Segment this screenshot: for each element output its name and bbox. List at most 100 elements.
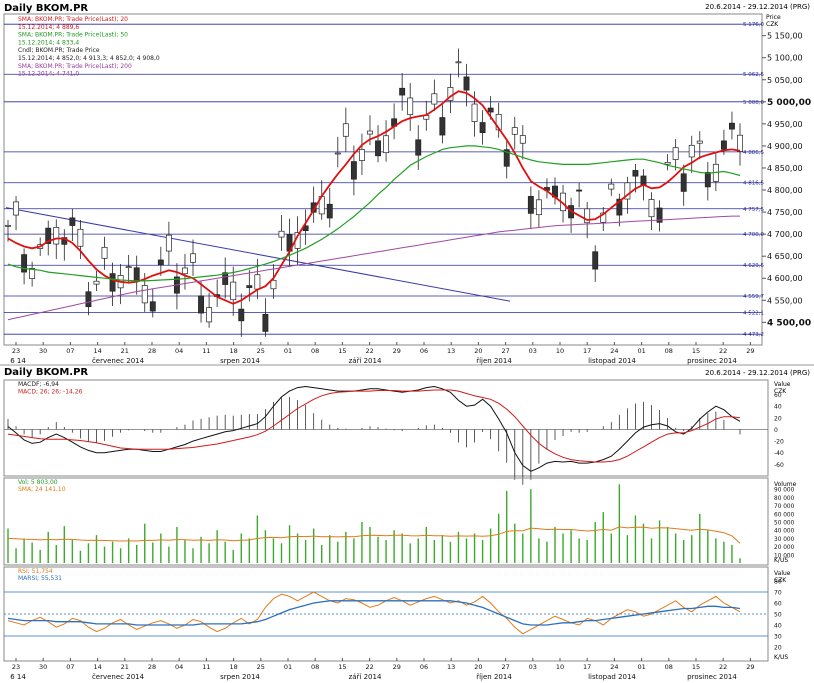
rsi-legend-entry: MARSI; 55,531	[18, 575, 62, 582]
legend-entry: SMA; BKOM.PR; Trade Price(Last); 20	[18, 16, 128, 23]
volume-tick-label: 20 000	[774, 545, 795, 551]
candle-body	[680, 173, 687, 192]
date-day-label: 22	[365, 663, 373, 671]
candle-body	[125, 266, 132, 269]
macd-tick-label: 40	[774, 404, 782, 411]
price-tick-label: 4 750,00	[767, 208, 803, 217]
candle-body	[632, 170, 639, 177]
date-day-label: 07	[66, 347, 74, 355]
date-month-label: říjen 2014	[476, 357, 512, 365]
price-tick-label: 4 900,00	[767, 142, 803, 151]
date-day-label: 15	[692, 347, 700, 355]
price-tick-label: 5 050,00	[767, 76, 803, 85]
candle-body	[270, 279, 277, 290]
macd-panel: Daily BKOM.PR 20.6.2014 - 29.12.2014 (PR…	[0, 364, 814, 485]
price-tick-label: 4 550,00	[767, 296, 803, 305]
date-day-label: 11	[202, 347, 210, 355]
candle-body	[69, 217, 76, 226]
legend-entry: 15.12.2014; 4 833,4	[18, 39, 79, 46]
rsi-unit: K/US	[774, 654, 788, 661]
series-line-2	[7, 215, 740, 321]
macd-tick-label: 20	[774, 415, 782, 422]
candle-body	[479, 122, 486, 133]
macd-tick-label: -60	[774, 462, 784, 469]
volume-tick-label: 90 000	[774, 488, 795, 494]
date-day-label: 20	[474, 663, 482, 671]
price-axis-unit: CZK	[766, 21, 779, 28]
date-day-label: 06	[420, 663, 428, 671]
candle-body	[85, 291, 92, 308]
volume-tick-label: 40 000	[774, 529, 795, 535]
candle-body	[455, 61, 462, 64]
candle-body	[133, 267, 140, 282]
date-month-label: srpen 2014	[220, 673, 260, 681]
price-tick-label: 5 000,00	[767, 98, 811, 108]
date-day-label: 29	[746, 663, 754, 671]
date-month-label: červenec 2014	[92, 673, 145, 681]
candle-body	[230, 281, 237, 301]
candle-body	[431, 93, 438, 105]
price-axis-caption: Price	[766, 14, 781, 21]
date-day-label: 13	[447, 347, 455, 355]
volume-panel: Volume K/US 90 000 80 000 70 000 60 000 50 0…	[3, 477, 797, 566]
date-day-label: 08	[665, 663, 673, 671]
volume-legend-entry: SMA; 24 141,10	[18, 486, 66, 493]
date-day-label: 17	[583, 663, 591, 671]
date-day-label: 06	[420, 347, 428, 355]
price-tick-label: 4 700,00	[767, 230, 803, 239]
candle-body	[584, 208, 591, 224]
date-month-label: červenec 2014	[92, 357, 145, 365]
candle-body	[342, 123, 349, 137]
date-month-label: srpen 2014	[220, 357, 260, 365]
price-tick-label: 4 500,00	[767, 318, 811, 328]
candle-body	[53, 227, 60, 245]
price-plot-frame	[3, 13, 763, 346]
date-day-label: 03	[529, 663, 537, 671]
date-day-label: 18	[229, 347, 237, 355]
candle-body	[157, 259, 164, 266]
date-day-label: 21	[121, 663, 129, 671]
candle-body	[616, 198, 623, 216]
candle-body	[77, 228, 84, 247]
marsi-line	[7, 600, 741, 626]
rsi-axis-unit: CZK	[774, 577, 787, 584]
date-day-label: 23	[12, 347, 20, 355]
date-month-label: listopad 2014	[588, 357, 636, 365]
candle-body	[254, 274, 261, 290]
volume-tick-label: 60 000	[774, 512, 795, 518]
date-day-label: 03	[529, 347, 537, 355]
date-day-label: 15	[692, 663, 700, 671]
date-day-label: 14	[93, 663, 101, 671]
candle-body	[198, 295, 205, 314]
candle-body	[375, 140, 381, 157]
candle-body	[648, 199, 655, 218]
rsi-axis-caption: Value	[774, 570, 791, 577]
candle-body	[93, 280, 100, 285]
date-month-label: září 2014	[349, 357, 382, 365]
legend-entry: 15.12.2014; 4 852,0; 4 913,3; 4 852,0; 4…	[18, 55, 160, 62]
macd-legend-entry: MACDF; -6,94	[18, 381, 59, 388]
candle-body	[13, 201, 19, 216]
rsi-tick-label: 70	[774, 590, 782, 597]
level-label: 4 629,5	[743, 263, 764, 269]
candle-body	[535, 199, 542, 216]
candle-body	[624, 182, 631, 200]
candle-body	[592, 251, 599, 270]
candle-body	[350, 161, 357, 180]
volume-sma-line	[7, 526, 741, 544]
candle-body	[407, 97, 414, 116]
candle-body	[206, 307, 213, 323]
candle-body	[415, 139, 422, 156]
candle-body	[246, 285, 253, 288]
date-day-label: 13	[447, 663, 455, 671]
price-tick-label: 5 100,00	[767, 54, 803, 63]
date-day-label: 29	[393, 347, 401, 355]
date-day-label: 10	[556, 663, 564, 671]
candle-body	[729, 122, 735, 130]
date-day-label: 28	[148, 663, 156, 671]
date-day-label: 25	[257, 347, 265, 355]
date-day-label: 08	[311, 663, 319, 671]
macd-legend-entry: MACD; 26; 26; -14,26	[18, 389, 83, 396]
volume-legend-entry: Vol; 5 803,00	[18, 479, 58, 486]
level-label: 5 000,0	[743, 100, 764, 106]
